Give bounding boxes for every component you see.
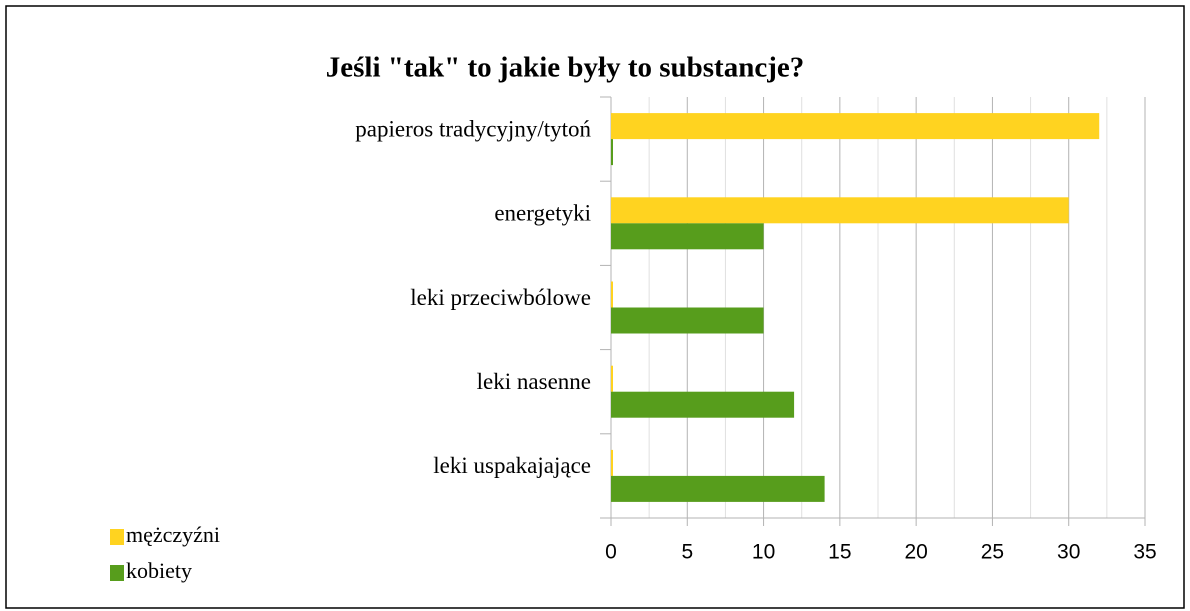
x-tick-label: 20 [904,541,927,564]
bar [611,307,764,334]
bar [611,475,825,502]
x-tick-label: 0 [605,541,617,564]
y-tick-label: leki nasenne [477,369,591,394]
bar [611,223,764,250]
bar [611,281,613,308]
bar [611,449,613,476]
x-tick-label: 35 [1133,541,1156,564]
y-tick-label: leki przeciwbólowe [410,285,591,310]
frame [5,5,1185,609]
chart-title: Jeśli "tak" to jakie były to substancje? [326,52,805,84]
y-tick-label: leki uspakajające [433,453,591,478]
legend-label: mężczyźni [126,522,220,547]
y-tick-label: papieros tradycyjny/tytoń [355,116,591,141]
x-tick-label: 30 [1057,541,1080,564]
x-tick-label: 15 [828,541,851,564]
bar [611,139,613,166]
bar [611,197,1069,224]
y-tick-label: energetyki [494,201,591,226]
legend-swatch [110,565,124,581]
x-tick-label: 10 [752,541,775,564]
legend-label: kobiety [126,558,192,583]
x-tick-label: 5 [681,541,693,564]
bar [611,391,795,418]
legend-swatch [110,529,124,545]
bar [611,113,1100,140]
bar [611,365,613,392]
x-tick-label: 25 [981,541,1004,564]
